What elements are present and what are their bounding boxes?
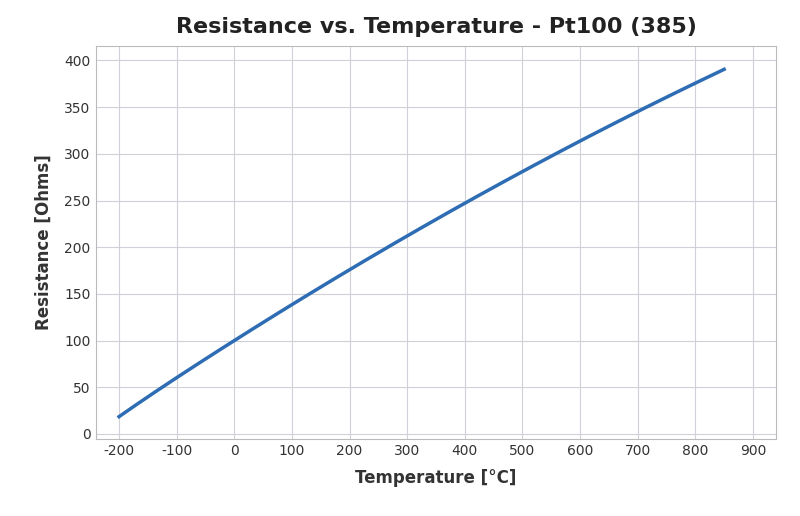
X-axis label: Temperature [°C]: Temperature [°C] <box>355 469 517 487</box>
Title: Resistance vs. Temperature - Pt100 (385): Resistance vs. Temperature - Pt100 (385) <box>175 17 697 37</box>
Y-axis label: Resistance [Ohms]: Resistance [Ohms] <box>35 155 53 330</box>
